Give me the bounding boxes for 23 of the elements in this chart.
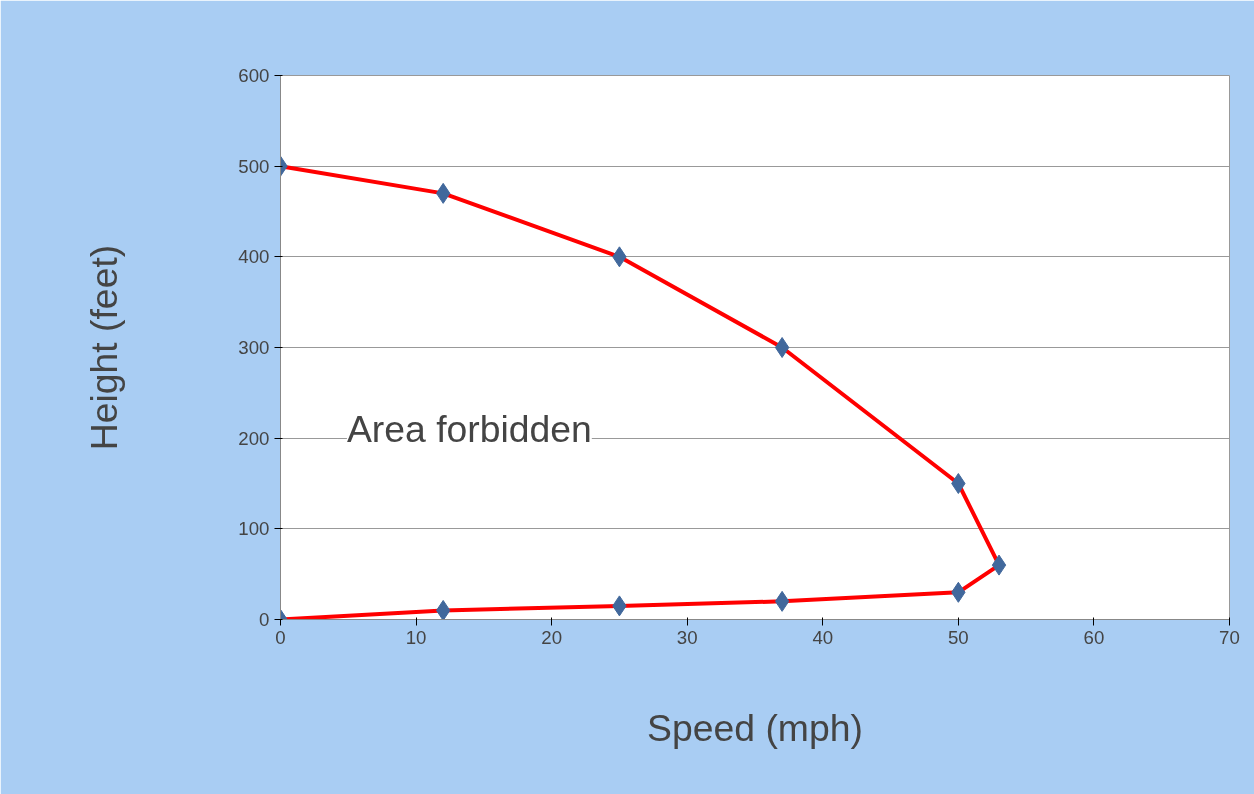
- y-tick-label: 400: [238, 246, 270, 268]
- point: [436, 599, 451, 620]
- x-tick-label: 60: [1083, 626, 1105, 648]
- point: [774, 337, 790, 358]
- y-axis-title: Height (feet): [83, 244, 126, 451]
- x-tick-label: 70: [1219, 626, 1240, 648]
- point: [991, 554, 1007, 576]
- x-tick-label: 40: [812, 626, 834, 648]
- y-tick-label: 200: [238, 427, 270, 449]
- point: [774, 590, 790, 612]
- x-tick-label: 30: [676, 626, 698, 648]
- x-axis-title: Speed (mph): [647, 706, 863, 749]
- y-tick-label: 0: [259, 609, 270, 630]
- y-tick-label: 600: [238, 65, 270, 86]
- point: [951, 473, 966, 494]
- x-tick-label: 20: [541, 626, 563, 648]
- y-tick-label: 500: [238, 155, 270, 177]
- annotation: Area forbidden: [346, 408, 592, 451]
- x-tick-label: 0: [275, 626, 286, 648]
- y-tick-label: 300: [238, 337, 270, 358]
- x-tick-label: 50: [947, 626, 969, 648]
- x-tick-label: 10: [405, 626, 427, 648]
- y-tick-label: 100: [238, 518, 270, 540]
